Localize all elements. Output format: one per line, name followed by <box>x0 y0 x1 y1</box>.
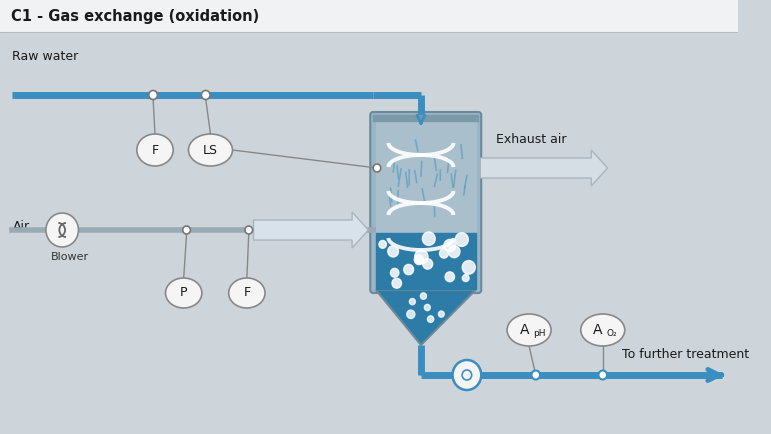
FancyBboxPatch shape <box>370 112 481 293</box>
Circle shape <box>423 259 433 269</box>
Circle shape <box>46 213 79 247</box>
Ellipse shape <box>229 278 265 308</box>
Circle shape <box>462 260 475 274</box>
Circle shape <box>449 246 460 258</box>
Circle shape <box>388 246 399 257</box>
Polygon shape <box>376 290 476 345</box>
Bar <box>376 118 476 233</box>
Circle shape <box>427 316 434 322</box>
Circle shape <box>445 272 455 282</box>
Circle shape <box>455 233 468 247</box>
Text: To further treatment: To further treatment <box>622 348 749 361</box>
Text: P: P <box>180 286 187 299</box>
Circle shape <box>407 310 415 319</box>
Text: LS: LS <box>203 144 218 157</box>
Text: C1 - Gas exchange (oxidation): C1 - Gas exchange (oxidation) <box>12 10 260 24</box>
Circle shape <box>439 311 444 317</box>
Ellipse shape <box>166 278 202 308</box>
Circle shape <box>409 299 416 305</box>
Text: F: F <box>151 144 159 157</box>
Bar <box>376 233 476 289</box>
Text: A: A <box>520 323 529 337</box>
Circle shape <box>390 268 399 277</box>
Circle shape <box>183 226 190 234</box>
Text: Raw water: Raw water <box>12 50 79 63</box>
Circle shape <box>420 293 426 299</box>
Circle shape <box>149 91 157 99</box>
Circle shape <box>392 278 402 288</box>
Circle shape <box>423 232 435 245</box>
Text: A: A <box>593 323 603 337</box>
Circle shape <box>462 370 472 380</box>
Text: Air: Air <box>12 220 29 233</box>
Circle shape <box>373 164 381 172</box>
Circle shape <box>201 91 210 99</box>
Text: pH: pH <box>533 329 545 339</box>
Ellipse shape <box>188 134 233 166</box>
Circle shape <box>424 304 430 311</box>
Circle shape <box>404 264 413 275</box>
Circle shape <box>531 371 540 379</box>
Circle shape <box>245 226 253 234</box>
Text: O₂: O₂ <box>607 329 618 339</box>
Bar <box>373 115 478 121</box>
Text: Exhaust air: Exhaust air <box>496 133 566 146</box>
Circle shape <box>439 249 449 258</box>
Ellipse shape <box>136 134 173 166</box>
Polygon shape <box>254 212 369 248</box>
Bar <box>0 0 738 32</box>
Circle shape <box>379 240 386 248</box>
Polygon shape <box>480 150 608 186</box>
Ellipse shape <box>581 314 625 346</box>
Circle shape <box>453 360 481 390</box>
Circle shape <box>598 371 607 379</box>
Ellipse shape <box>507 314 551 346</box>
Circle shape <box>415 250 428 264</box>
Circle shape <box>444 240 456 252</box>
Circle shape <box>463 275 469 282</box>
Text: Blower: Blower <box>51 252 89 262</box>
Text: F: F <box>244 286 251 299</box>
Circle shape <box>414 255 423 265</box>
